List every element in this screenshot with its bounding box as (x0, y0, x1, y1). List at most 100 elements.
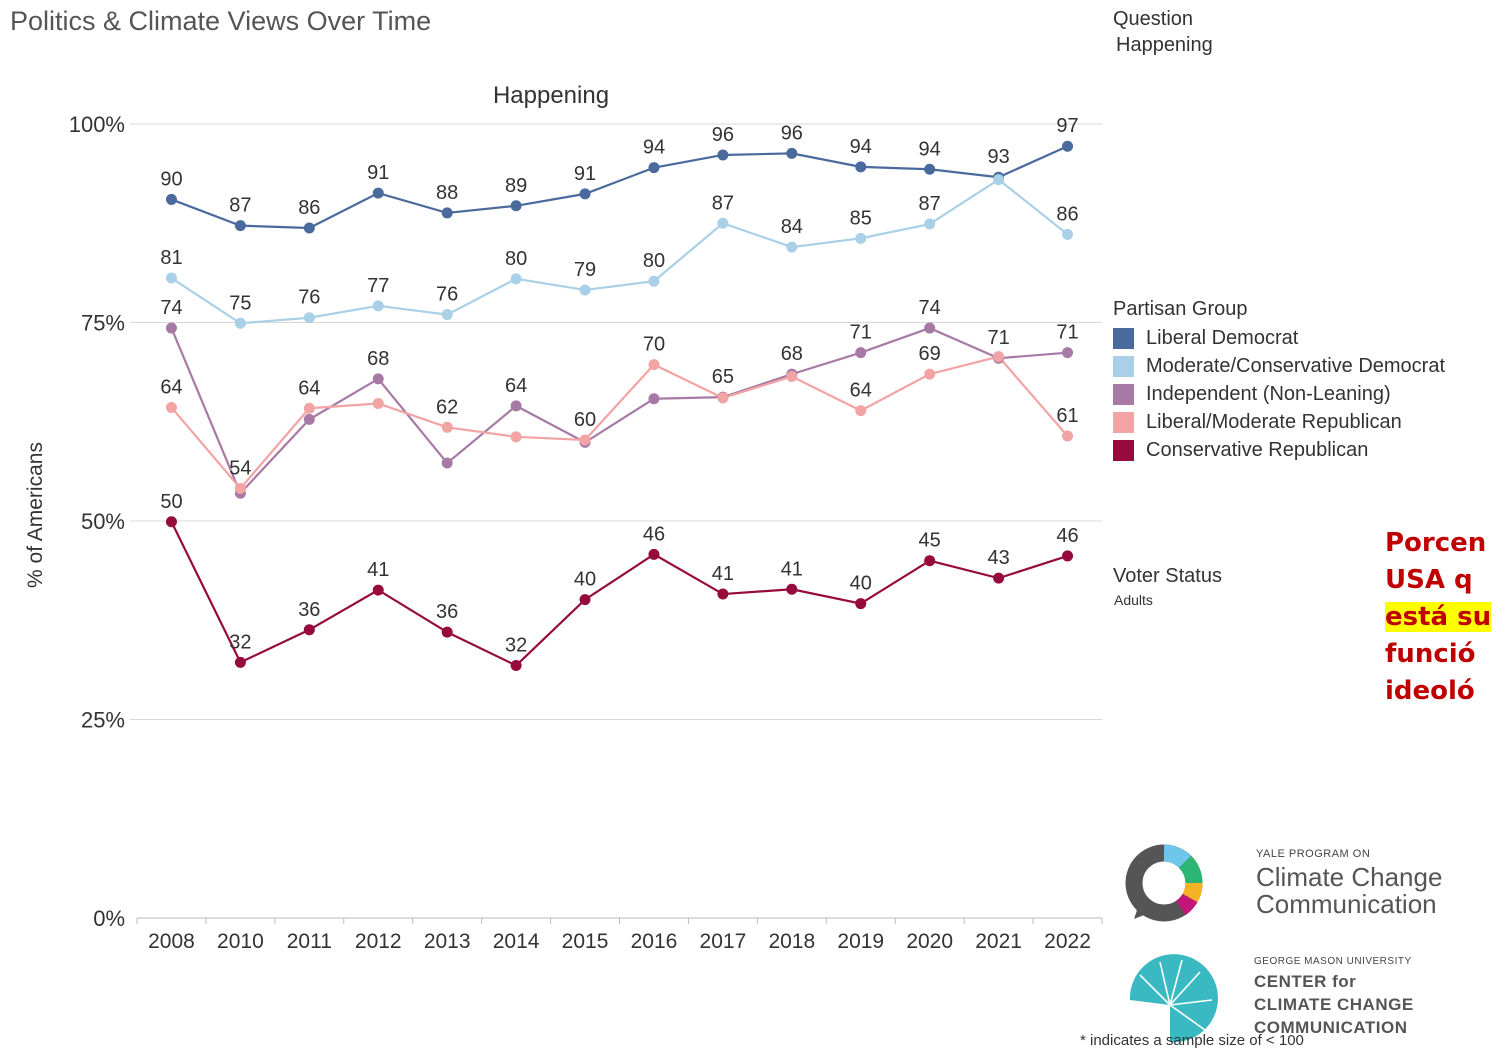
data-point-liberal-moderate-republican (372, 397, 384, 409)
data-label-independent-non-leaning: 65 (712, 366, 734, 388)
data-label-conservative-republican: 41 (781, 558, 803, 580)
data-point-liberal-democrat (786, 147, 798, 159)
data-point-liberal-moderate-republican (1062, 430, 1074, 442)
legend-item-liberal-democrat[interactable]: Liberal Democrat (1113, 324, 1445, 352)
data-label-liberal-moderate-republican: 64 (850, 380, 872, 402)
legend-label: Moderate/Conservative Democrat (1146, 354, 1446, 377)
series-points[interactable] (165, 140, 1074, 672)
data-label-independent-non-leaning: 74 (919, 297, 941, 319)
legend-label: Liberal/Moderate Republican (1146, 410, 1402, 433)
data-point-independent-non-leaning (648, 393, 660, 405)
data-point-conservative-republican (717, 588, 729, 600)
data-point-liberal-democrat (1062, 140, 1074, 152)
data-point-liberal-moderate-republican (510, 431, 522, 443)
data-point-moderate-conservative-democrat (441, 309, 453, 321)
legend-item-liberal-moderate-republican[interactable]: Liberal/Moderate Republican (1113, 408, 1445, 436)
data-point-independent-non-leaning (510, 400, 522, 412)
y-ticks: 0% 25% 50% 75% 100% (69, 112, 125, 931)
x-tick-label: 2020 (906, 930, 953, 953)
data-label-liberal-democrat: 96 (781, 122, 803, 144)
data-point-liberal-moderate-republican (165, 401, 177, 413)
data-point-conservative-republican (1062, 550, 1074, 562)
data-label-liberal-moderate-republican: 70 (643, 334, 665, 356)
data-label-moderate-conservative-democrat: 81 (160, 247, 182, 269)
series-line-conservative-republican (170, 521, 1068, 667)
data-label-independent-non-leaning: 68 (781, 343, 803, 365)
data-point-moderate-conservative-democrat (165, 272, 177, 284)
voter-status-value[interactable]: Adults (1114, 592, 1153, 608)
legend-swatch (1113, 355, 1134, 377)
chart-title: Happening (493, 82, 609, 109)
data-point-conservative-republican (165, 516, 177, 528)
data-point-liberal-democrat (303, 222, 315, 234)
series-lines[interactable] (170, 145, 1069, 667)
x-ticks: 2008 2010 2011 2012 2013 2014 2015 2016 2017 2018… (136, 918, 1103, 953)
x-tick-label: 2017 (700, 930, 747, 953)
data-label-moderate-conservative-democrat: 87 (919, 193, 941, 215)
y-tick-label: 75% (81, 311, 125, 336)
data-label-moderate-conservative-democrat: 85 (850, 207, 872, 229)
data-point-moderate-conservative-democrat (993, 174, 1005, 186)
data-label-conservative-republican: 45 (919, 530, 941, 552)
footnote: * indicates a sample size of < 100 (1080, 1032, 1304, 1049)
data-label-liberal-democrat: 86 (298, 197, 320, 219)
y-axis-label: % of Americans (24, 442, 47, 588)
data-label-moderate-conservative-democrat: 86 (1056, 203, 1078, 225)
x-tick-label: 2011 (287, 930, 332, 953)
data-label-independent-non-leaning: 64 (505, 375, 527, 397)
data-point-moderate-conservative-democrat (648, 275, 660, 287)
data-point-conservative-republican (924, 555, 936, 567)
data-label-moderate-conservative-democrat: 75 (229, 292, 251, 314)
data-label-liberal-moderate-republican: 61 (1056, 405, 1078, 427)
data-label-liberal-democrat: 94 (643, 137, 665, 159)
data-labels: 90 87 86 91 88 89 91 94 96 96 94 94 93 97 81 75 76 77 76 80… (160, 115, 1078, 656)
x-tick-label: 2021 (975, 930, 1022, 953)
legend: Partisan Group Liberal Democrat Moderate… (1113, 298, 1445, 464)
data-point-moderate-conservative-democrat (372, 300, 384, 312)
data-label-independent-non-leaning: 71 (850, 322, 872, 344)
data-point-liberal-moderate-republican (855, 405, 867, 417)
x-tick-label: 2013 (424, 930, 471, 953)
data-label-liberal-democrat: 89 (505, 175, 527, 197)
data-point-moderate-conservative-democrat (786, 241, 798, 253)
data-label-liberal-moderate-republican: 62 (436, 396, 458, 418)
data-point-liberal-moderate-republican (579, 434, 591, 446)
data-point-conservative-republican (441, 626, 453, 638)
data-label-moderate-conservative-democrat: 76 (298, 287, 320, 309)
gmu-sunburst-icon (1129, 954, 1218, 1043)
data-point-moderate-conservative-democrat (510, 273, 522, 285)
data-point-conservative-republican (855, 598, 867, 610)
data-label-conservative-republican: 46 (1056, 525, 1078, 547)
question-filter-value[interactable]: Happening (1116, 34, 1213, 56)
data-point-conservative-republican (648, 548, 660, 560)
x-tick-label: 2008 (148, 930, 195, 953)
data-label-moderate-conservative-democrat: 80 (505, 248, 527, 270)
data-label-independent-non-leaning: 71 (987, 327, 1009, 349)
data-point-liberal-moderate-republican (648, 359, 660, 371)
data-point-liberal-democrat (579, 188, 591, 200)
y-tick-label: 0% (93, 906, 125, 931)
legend-item-conservative-republican[interactable]: Conservative Republican (1113, 436, 1445, 464)
series-line-liberal-democrat (171, 145, 1068, 230)
yale-name-line: Climate Change (1256, 862, 1443, 892)
data-point-independent-non-leaning (303, 413, 315, 425)
data-label-conservative-republican: 50 (160, 491, 182, 513)
gmu-name-line: CENTER for (1254, 972, 1357, 991)
data-label-liberal-democrat: 96 (712, 124, 734, 146)
page-title: Politics & Climate Views Over Time (10, 6, 432, 36)
data-label-moderate-conservative-democrat: 80 (643, 250, 665, 272)
gmu-university-text: GEORGE MASON UNIVERSITY (1254, 956, 1412, 967)
data-point-conservative-republican (786, 583, 798, 595)
data-label-liberal-democrat: 91 (367, 162, 389, 184)
legend-swatch (1113, 411, 1134, 433)
legend-label: Conservative Republican (1146, 438, 1369, 461)
legend-item-moderate-conservative-democrat[interactable]: Moderate/Conservative Democrat (1113, 352, 1445, 380)
data-label-liberal-moderate-republican: 60 (574, 409, 596, 431)
data-label-conservative-republican: 46 (643, 523, 665, 545)
gridlines (130, 123, 1102, 919)
data-label-conservative-republican: 36 (436, 601, 458, 623)
legend-label: Liberal Democrat (1146, 326, 1299, 349)
data-point-moderate-conservative-democrat (855, 232, 867, 244)
legend-item-independent[interactable]: Independent (Non-Leaning) (1113, 380, 1445, 408)
gmu-name-line: COMMUNICATION (1254, 1018, 1408, 1037)
